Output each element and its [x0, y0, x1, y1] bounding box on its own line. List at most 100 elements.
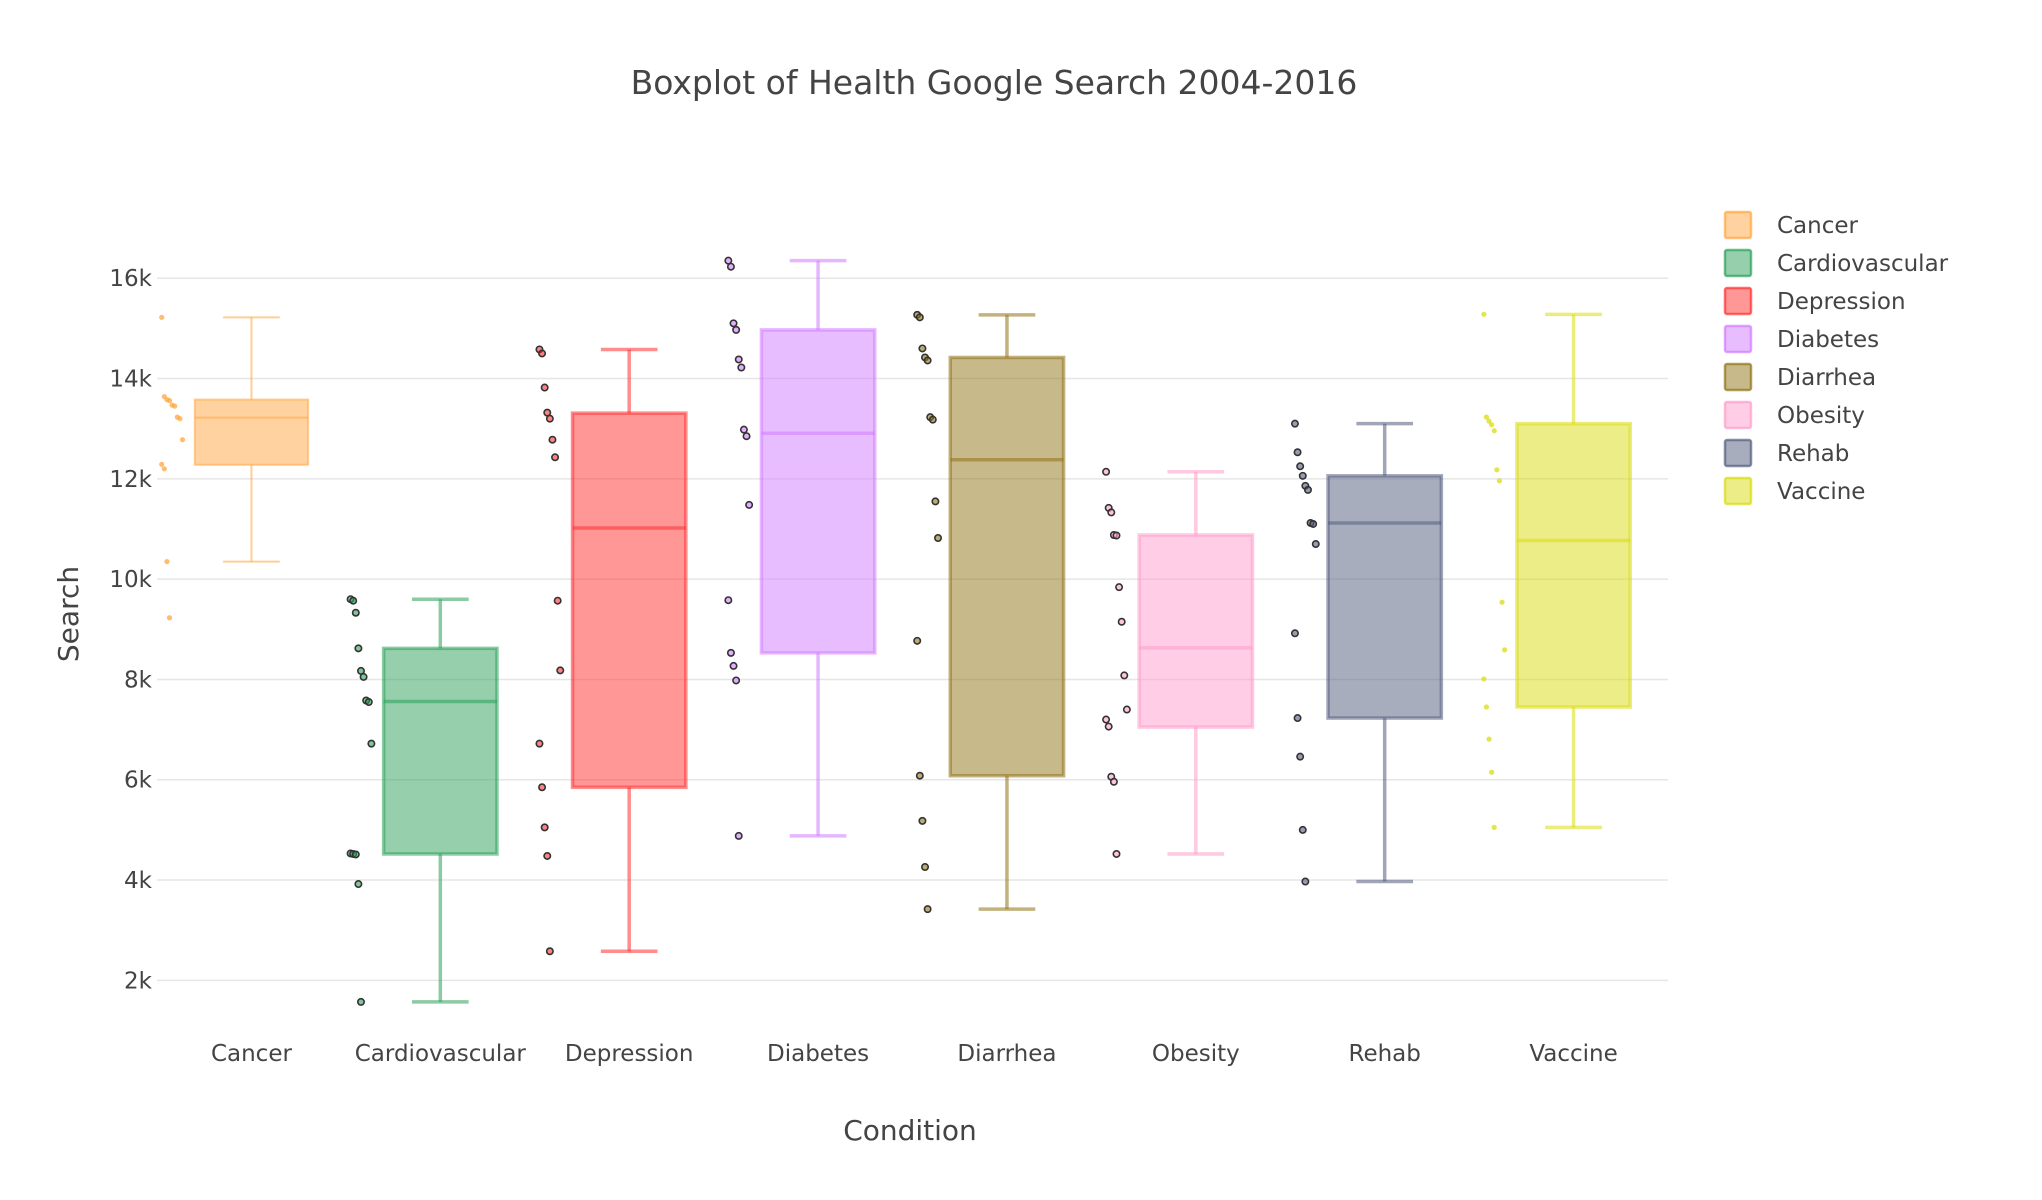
x-tick-label: Vaccine	[1529, 1041, 1617, 1067]
data-point	[732, 676, 741, 685]
data-point	[915, 771, 924, 780]
legend-item-vaccine[interactable]: Vaccine	[1723, 476, 1865, 506]
data-point	[1481, 311, 1487, 317]
data-point	[1122, 705, 1131, 714]
legend-label: Cardiovascular	[1777, 251, 1949, 277]
data-point	[1489, 422, 1495, 428]
legend-item-cancer[interactable]: Cancer	[1723, 210, 1859, 240]
data-point	[913, 636, 922, 645]
data-point	[739, 425, 748, 434]
data-point	[166, 397, 173, 404]
data-point	[545, 414, 554, 423]
legend-swatch	[1723, 286, 1753, 316]
data-point	[1491, 428, 1497, 434]
data-point	[1293, 448, 1302, 457]
data-point	[351, 608, 360, 617]
data-point	[724, 596, 733, 605]
data-point	[1309, 519, 1318, 528]
legend: Cancer Cardiovascular Depression Diabetes Di…	[1723, 210, 1949, 506]
data-point	[1112, 849, 1121, 858]
data-point	[737, 363, 746, 372]
x-tick-label: Diarrhea	[957, 1041, 1056, 1067]
data-point	[1102, 715, 1111, 724]
data-point	[1104, 722, 1113, 731]
data-point	[915, 313, 924, 322]
data-point	[553, 596, 562, 605]
data-point	[729, 319, 738, 328]
data-point	[535, 739, 544, 748]
box-iqr	[1137, 533, 1255, 729]
data-point	[1120, 671, 1129, 680]
data-point	[726, 262, 735, 271]
box-iqr	[759, 328, 877, 655]
data-point	[556, 666, 565, 675]
data-point	[364, 698, 373, 707]
data-point	[1115, 583, 1124, 592]
data-point	[1290, 629, 1299, 638]
data-point	[931, 497, 940, 506]
box-trace-vaccine[interactable]	[1481, 311, 1632, 830]
data-point	[1494, 467, 1500, 473]
data-point	[921, 863, 930, 872]
legend-item-depression[interactable]: Depression	[1723, 286, 1906, 316]
data-point	[161, 466, 167, 472]
data-point	[538, 783, 547, 792]
legend-label: Obesity	[1777, 403, 1865, 429]
legend-swatch	[1723, 210, 1753, 240]
data-point	[1303, 485, 1312, 494]
legend-label: Rehab	[1777, 441, 1849, 467]
legend-swatch	[1723, 362, 1753, 392]
data-point	[540, 823, 549, 832]
data-point	[1499, 599, 1505, 605]
data-point	[538, 349, 547, 358]
data-point	[928, 415, 937, 424]
data-point	[1489, 769, 1495, 775]
box-trace-obesity[interactable]	[1102, 467, 1255, 858]
legend-item-obesity[interactable]: Obesity	[1723, 400, 1865, 430]
data-point	[1298, 471, 1307, 480]
data-point	[745, 500, 754, 509]
legend-swatch	[1723, 438, 1753, 468]
legend-item-rehab[interactable]: Rehab	[1723, 438, 1849, 468]
box-trace-diabetes[interactable]	[724, 256, 877, 840]
legend-swatch	[1723, 476, 1753, 506]
box-trace-rehab[interactable]	[1290, 419, 1444, 886]
data-point	[729, 661, 738, 670]
data-point	[923, 905, 932, 914]
box-trace-cardiovascular[interactable]	[346, 595, 499, 1006]
data-point	[1296, 462, 1305, 471]
data-point	[726, 648, 735, 657]
legend-swatch	[1723, 400, 1753, 430]
legend-label: Diarrhea	[1777, 365, 1876, 391]
legend-label: Diabetes	[1777, 327, 1879, 353]
data-point	[1102, 467, 1111, 476]
data-point	[1109, 777, 1118, 786]
y-axis-ticks: 2k 4k 6k 8k 10k 12k 14k 16k	[109, 266, 152, 994]
x-axis-ticks: Cancer Cardiovascular Depression Diabetes Di…	[211, 1041, 1618, 1067]
data-point	[540, 383, 549, 392]
box-iqr	[570, 411, 688, 790]
data-point	[1107, 508, 1116, 517]
box-trace-diarrhea[interactable]	[913, 310, 1066, 914]
data-point	[177, 416, 183, 422]
data-point	[354, 644, 363, 653]
y-tick-label: 6k	[124, 768, 153, 794]
legend-item-cardiovascular[interactable]: Cardiovascular	[1723, 248, 1949, 278]
data-point	[1311, 540, 1320, 549]
box-iqr	[193, 398, 310, 466]
legend-swatch	[1723, 324, 1753, 354]
data-point	[551, 453, 560, 462]
y-tick-label: 4k	[124, 868, 153, 894]
legend-item-diabetes[interactable]: Diabetes	[1723, 324, 1879, 354]
box-iqr	[381, 646, 499, 856]
legend-item-diarrhea[interactable]: Diarrhea	[1723, 362, 1876, 392]
data-point	[354, 880, 363, 889]
box-trace-cancer[interactable]	[159, 314, 310, 621]
x-tick-label: Rehab	[1349, 1041, 1421, 1067]
data-point	[545, 947, 554, 956]
data-point	[179, 437, 186, 443]
data-point	[1298, 825, 1307, 834]
box-trace-depression[interactable]	[535, 345, 688, 956]
box-iqr	[1326, 474, 1444, 720]
data-point	[351, 850, 360, 859]
